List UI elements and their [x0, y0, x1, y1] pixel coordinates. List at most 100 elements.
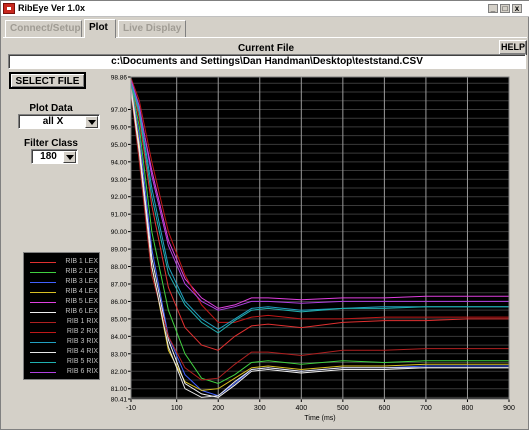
y-tick-label: 89.00 [111, 247, 128, 254]
legend-label: RIB 6 LEX [65, 308, 98, 315]
x-tick-label: 300 [254, 405, 266, 412]
chevron-down-icon[interactable] [85, 116, 98, 128]
y-tick-label: 85.00 [111, 316, 128, 323]
select-file-button[interactable]: SELECT FILE [9, 72, 86, 89]
x-tick-label: 900 [503, 405, 515, 412]
y-tick-label: 86.00 [111, 299, 128, 306]
series-line [130, 88, 509, 398]
title-bar: RibEye Ver 1.0x _ □ x [1, 1, 529, 17]
chevron-down-icon[interactable] [63, 151, 76, 163]
legend-swatch [30, 282, 56, 283]
filter-class-value: 180 [40, 151, 57, 162]
app-icon [3, 3, 15, 14]
legend-label: RIB 2 LEX [65, 268, 98, 275]
x-tick-label: -10 [126, 405, 136, 412]
y-tick-label: 91.00 [111, 212, 128, 219]
legend-swatch [30, 272, 56, 273]
y-tick-label: 80.41 [111, 397, 128, 404]
y-tick-label: 96.00 [111, 124, 128, 131]
legend-swatch [30, 322, 56, 323]
tab-connect-setup[interactable]: Connect/Setup [5, 20, 82, 37]
legend-label: RIB 1 LEX [65, 258, 98, 265]
legend-label: RIB 3 LEX [65, 278, 98, 285]
help-button[interactable]: HELP [499, 40, 527, 55]
legend-swatch [30, 312, 56, 313]
plot-data-label: Plot Data [29, 103, 73, 114]
x-axis-label: Time (ms) [304, 415, 335, 422]
y-tick-label: 82.00 [111, 369, 128, 376]
legend-label: RIB 1 RIX [66, 318, 98, 325]
maximize-button[interactable]: □ [500, 4, 510, 13]
x-tick-label: 800 [462, 405, 474, 412]
legend-item: RIB 3 RIX [28, 337, 100, 347]
legend-item: RIB 3 LEX [28, 277, 100, 287]
legend-swatch [30, 352, 56, 353]
plot-area [131, 77, 509, 399]
x-tick-label: 400 [295, 405, 307, 412]
series-line [130, 77, 509, 323]
y-tick-label: 92.00 [111, 194, 128, 201]
legend-swatch [30, 262, 56, 263]
minimize-button[interactable]: _ [488, 4, 498, 13]
legend-label: RIB 2 RIX [66, 328, 98, 335]
legend-item: RIB 4 RIX [28, 347, 100, 357]
window-title: RibEye Ver 1.0x [18, 3, 86, 13]
series-line [130, 83, 509, 385]
legend-item: RIB 6 LEX [28, 307, 100, 317]
legend-item: RIB 6 RIX [28, 367, 100, 377]
legend-swatch [30, 362, 56, 363]
filter-class-select[interactable]: 180 [31, 149, 78, 164]
legend-swatch [30, 302, 56, 303]
y-tick-label: 90.00 [111, 229, 128, 236]
series-line [130, 83, 509, 334]
plot-data-select[interactable]: all X [18, 114, 100, 129]
legend-label: RIB 4 RIX [66, 348, 98, 355]
legend-swatch [30, 342, 56, 343]
y-tick-label: 81.00 [111, 386, 128, 393]
series-line [130, 81, 509, 330]
x-tick-label: 100 [171, 405, 183, 412]
y-tick-label: 87.00 [111, 281, 128, 288]
legend-item: RIB 4 LEX [28, 287, 100, 297]
legend-swatch [30, 372, 56, 373]
y-tick-label: 94.00 [111, 159, 128, 166]
plot-border [130, 76, 510, 400]
tab-divider [3, 37, 527, 38]
legend-label: RIB 4 LEX [65, 288, 98, 295]
filter-class-label: Filter Class [24, 138, 78, 149]
plot-data-value: all X [42, 116, 64, 127]
y-tick-label: 93.00 [111, 177, 128, 184]
legend-swatch [30, 292, 56, 293]
legend-item: RIB 2 LEX [28, 267, 100, 277]
close-button[interactable]: x [512, 4, 522, 13]
chart-legend: RIB 1 LEX RIB 2 LEX RIB 3 LEX RIB 4 LEX RIB … [23, 252, 100, 380]
current-file-path: c:\Documents and Settings\Dan Handman\De… [8, 54, 526, 69]
legend-item: RIB 5 RIX [28, 357, 100, 367]
legend-swatch [30, 332, 56, 333]
series-line [130, 79, 509, 311]
y-tick-label: 97.00 [111, 107, 128, 114]
legend-label: RIB 6 RIX [66, 368, 98, 375]
line-chart: 80.41 81.00 82.00 83.00 84.00 85.00 86.00 87.00… [104, 73, 524, 425]
legend-label: RIB 5 LEX [65, 298, 98, 305]
x-tick-label: 200 [212, 405, 224, 412]
legend-item: RIB 1 LEX [28, 257, 100, 267]
y-tick-label: 98.86 [111, 75, 128, 82]
y-tick-label: 84.00 [111, 334, 128, 341]
y-tick-label: 83.00 [111, 351, 128, 358]
series-line [130, 81, 509, 351]
x-tick-label: 600 [379, 405, 391, 412]
x-tick-label: 500 [337, 405, 349, 412]
legend-item: RIB 5 LEX [28, 297, 100, 307]
current-file-label: Current File [237, 43, 295, 54]
tab-plot[interactable]: Plot [84, 19, 116, 38]
tab-live-display[interactable]: Live Display [118, 20, 186, 37]
series-line [130, 79, 509, 309]
legend-label: RIB 5 RIX [66, 358, 98, 365]
y-tick-label: 95.00 [111, 142, 128, 149]
series-line [130, 84, 509, 397]
y-tick-label: 88.00 [111, 264, 128, 271]
series-line [130, 90, 509, 398]
legend-label: RIB 3 RIX [66, 338, 98, 345]
